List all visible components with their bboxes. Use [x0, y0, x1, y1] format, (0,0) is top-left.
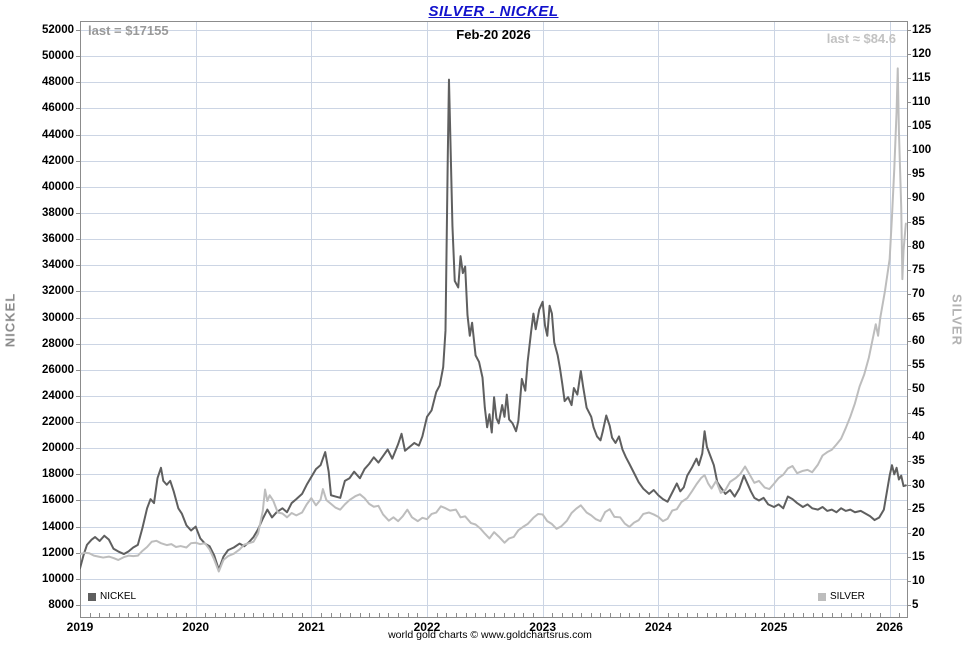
x-year-tick-label: 2021 — [297, 620, 325, 634]
x-year-tick-label: 2025 — [760, 620, 788, 634]
y-right-tick-label: 35 — [912, 455, 925, 468]
y-right-tick-label: 25 — [912, 503, 925, 516]
y-left-tick-label: 10000 — [42, 572, 74, 585]
y-right-tick-label: 105 — [912, 119, 932, 132]
x-year-tick-label: 2023 — [529, 620, 557, 634]
x-year-tick-label: 2022 — [413, 620, 441, 634]
y-right-tick-label: 95 — [912, 167, 925, 180]
legend-silver-label: SILVER — [830, 591, 865, 602]
y-left-tick-label: 20000 — [42, 442, 74, 455]
y-left-tick-label: 28000 — [42, 337, 74, 350]
y-left-tick-label: 36000 — [42, 233, 74, 246]
y-right-tick-label: 65 — [912, 311, 925, 324]
y-left-tick-label: 44000 — [42, 128, 74, 141]
x-year-tick-label: 2026 — [876, 620, 903, 634]
y-right-tick-label: 50 — [912, 383, 925, 396]
y-right-tick-label: 30 — [912, 479, 925, 492]
y-right-tick-label: 45 — [912, 407, 925, 420]
y-right-tick-label: 80 — [912, 239, 925, 252]
chart-title: SILVER - NICKEL — [428, 3, 559, 20]
nickel-swatch-icon — [88, 592, 96, 601]
y-right-tick-label: 5 — [912, 599, 919, 611]
y-left-tick-label: 48000 — [42, 76, 74, 89]
y-left-tick-label: 12000 — [42, 546, 74, 559]
y-left-tick-label: 52000 — [42, 24, 74, 36]
legend-nickel-label: NICKEL — [100, 591, 137, 602]
silver-swatch-icon — [818, 592, 826, 601]
y-left-tick-label: 24000 — [42, 389, 74, 402]
legend-nickel: NICKEL — [88, 591, 136, 602]
y-right-tick-label: 90 — [912, 191, 925, 204]
y-left-tick-label: 40000 — [42, 180, 74, 193]
y-left-tick-label: 34000 — [42, 259, 74, 272]
chart-subtitle: Feb-20 2026 — [456, 27, 531, 42]
y-left-tick-label: 22000 — [42, 416, 74, 429]
y-right-tick-label: 55 — [912, 359, 925, 372]
y-right-tick-label: 10 — [912, 575, 925, 588]
y-left-tick-label: 38000 — [42, 206, 74, 219]
y-right-tick-label: 60 — [912, 335, 925, 348]
copyright-caption: world gold charts © www.goldchartsrus.co… — [388, 629, 592, 641]
y-left-tick-label: 50000 — [42, 50, 74, 63]
y-right-tick-label: 40 — [912, 431, 925, 444]
y-left-tick-label: 46000 — [42, 102, 74, 115]
y-left-tick-label: 32000 — [42, 285, 74, 298]
y-left-tick-label: 18000 — [42, 468, 74, 481]
y-right-tick-label: 15 — [912, 551, 925, 564]
x-year-tick-label: 2024 — [644, 620, 672, 634]
y-left-tick-label: 16000 — [42, 494, 74, 507]
y-left-tick-label: 8000 — [48, 599, 74, 611]
legend-silver: SILVER — [818, 591, 865, 602]
y-right-tick-label: 75 — [912, 263, 925, 276]
y-right-tick-label: 100 — [912, 143, 932, 156]
y-right-tick-label: 115 — [912, 71, 931, 84]
last-silver-label: last ≈ $84.6 — [826, 31, 896, 46]
x-year-tick-label: 2019 — [66, 620, 94, 634]
last-nickel-label: last = $17155 — [88, 23, 169, 38]
y-right-tick-label: 110 — [912, 95, 931, 108]
y-left-tick-label: 14000 — [42, 520, 74, 533]
y-right-tick-label: 20 — [912, 527, 925, 540]
y-right-tick-label: 120 — [912, 47, 932, 60]
y-left-tick-label: 42000 — [42, 154, 74, 167]
y-right-tick-label: 70 — [912, 287, 925, 300]
x-year-tick-label: 2020 — [182, 620, 210, 634]
y-right-tick-label: 125 — [912, 24, 932, 36]
y-left-tick-label: 30000 — [42, 311, 74, 324]
y-left-tick-label: 26000 — [42, 363, 74, 376]
y-right-tick-label: 85 — [912, 215, 925, 228]
